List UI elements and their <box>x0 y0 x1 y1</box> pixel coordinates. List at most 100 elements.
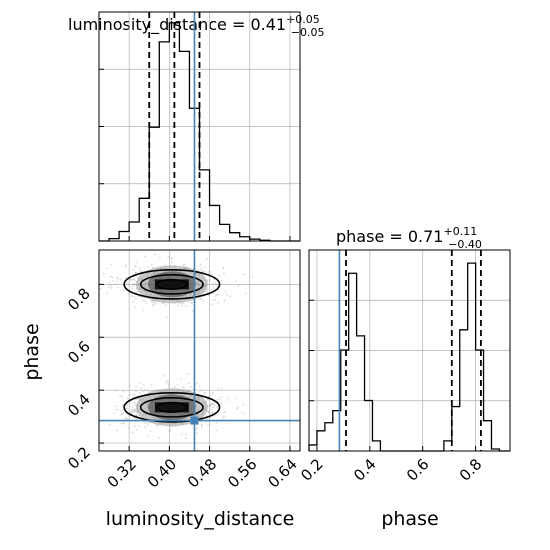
scatter-point <box>241 412 243 414</box>
scatter-point <box>216 293 219 296</box>
scatter-point <box>179 302 182 305</box>
scatter-point <box>134 425 136 428</box>
scatter-point <box>110 284 112 287</box>
scatter-point <box>142 390 145 393</box>
scatter-point <box>224 299 227 301</box>
scatter-point <box>187 373 190 375</box>
scatter-point <box>126 397 129 400</box>
scatter-point <box>162 302 164 305</box>
scatter-point <box>134 271 137 274</box>
scatter-point <box>129 411 132 414</box>
scatter-point <box>119 395 121 397</box>
scatter-point <box>135 385 138 388</box>
scatter-point <box>123 422 126 425</box>
scatter-point <box>127 283 130 286</box>
scatter-point <box>133 409 135 412</box>
luminosity-distance-histogram-panel <box>98 11 301 242</box>
scatter-point <box>133 265 136 267</box>
scatter-point <box>154 303 157 306</box>
scatter-point <box>126 403 129 406</box>
scatter-point <box>199 263 202 266</box>
scatter-point <box>223 300 226 303</box>
panel-frame <box>98 249 301 452</box>
luminosity-distance-title: luminosity_distance = 0.41+0.05 −0.05 <box>68 13 325 39</box>
scatter-point <box>209 405 212 408</box>
scatter-point <box>124 407 127 410</box>
density-contour <box>155 401 188 413</box>
scatter-point <box>144 422 147 425</box>
scatter-point <box>210 402 213 405</box>
scatter-point <box>207 405 210 407</box>
scatter-point <box>223 415 226 418</box>
scatter-point <box>182 263 185 266</box>
scatter-point <box>227 396 230 398</box>
density-contour <box>139 274 204 295</box>
scatter-point <box>122 422 125 425</box>
scatter-point <box>110 286 113 289</box>
scatter-point <box>128 426 130 429</box>
scatter-point <box>133 278 136 281</box>
scatter-point <box>129 278 132 281</box>
scatter-point <box>215 283 218 286</box>
scatter-point <box>130 278 132 281</box>
scatter-point <box>152 301 155 303</box>
scatter-point <box>138 381 141 384</box>
scatter-point <box>213 287 215 289</box>
scatter-point <box>134 410 137 413</box>
scatter-point <box>209 279 212 281</box>
scatter-point <box>111 276 114 278</box>
scatter-point <box>222 267 225 270</box>
scatter-point <box>128 393 131 396</box>
scatter-point <box>147 266 150 268</box>
scatter-point <box>131 301 134 303</box>
scatter-point <box>141 309 144 312</box>
scatter-point <box>131 295 134 298</box>
scatter-point <box>116 276 118 279</box>
scatter-point <box>140 387 143 390</box>
scatter-point <box>119 410 122 412</box>
scatter-point <box>122 390 124 393</box>
scatter-point <box>208 272 211 275</box>
scatter-point <box>185 305 188 307</box>
scatter-point <box>132 394 134 396</box>
scatter-point <box>210 403 213 406</box>
scatter-point <box>147 390 150 392</box>
scatter-point <box>134 265 137 267</box>
scatter-point <box>207 271 210 273</box>
scatter-point <box>209 270 211 273</box>
scatter-point <box>133 295 136 298</box>
scatter-point <box>200 267 203 270</box>
scatter-point <box>213 278 216 281</box>
scatter-point <box>207 398 210 401</box>
scatter-point <box>135 297 137 300</box>
scatter-point <box>130 410 133 412</box>
panel-frame <box>308 249 511 452</box>
scatter-point <box>202 299 205 302</box>
panel-frame <box>98 11 301 242</box>
scatter-point <box>115 429 118 432</box>
scatter-point <box>182 302 185 304</box>
scatter-point <box>203 270 206 273</box>
scatter-point <box>211 392 214 394</box>
scatter-point <box>201 270 204 272</box>
scatter-point <box>149 390 152 393</box>
phase-title: phase = 0.71+0.11 −0.40 <box>336 225 482 251</box>
scatter-point <box>243 273 246 275</box>
scatter-point <box>219 396 222 399</box>
scatter-point <box>210 403 213 406</box>
scatter-point <box>139 392 142 395</box>
scatter-point <box>138 397 141 400</box>
scatter-point <box>135 414 138 417</box>
scatter-point <box>124 418 126 420</box>
y-axis-label-phase: phase <box>21 323 43 380</box>
scatter-point <box>112 279 114 282</box>
scatter-point <box>208 411 210 414</box>
scatter-point <box>196 432 199 435</box>
scatter-point <box>121 413 124 415</box>
scatter-point <box>206 291 209 293</box>
scatter-point <box>206 279 209 282</box>
scatter-point <box>120 413 122 416</box>
scatter-point <box>124 264 127 267</box>
scatter-point <box>206 288 209 291</box>
